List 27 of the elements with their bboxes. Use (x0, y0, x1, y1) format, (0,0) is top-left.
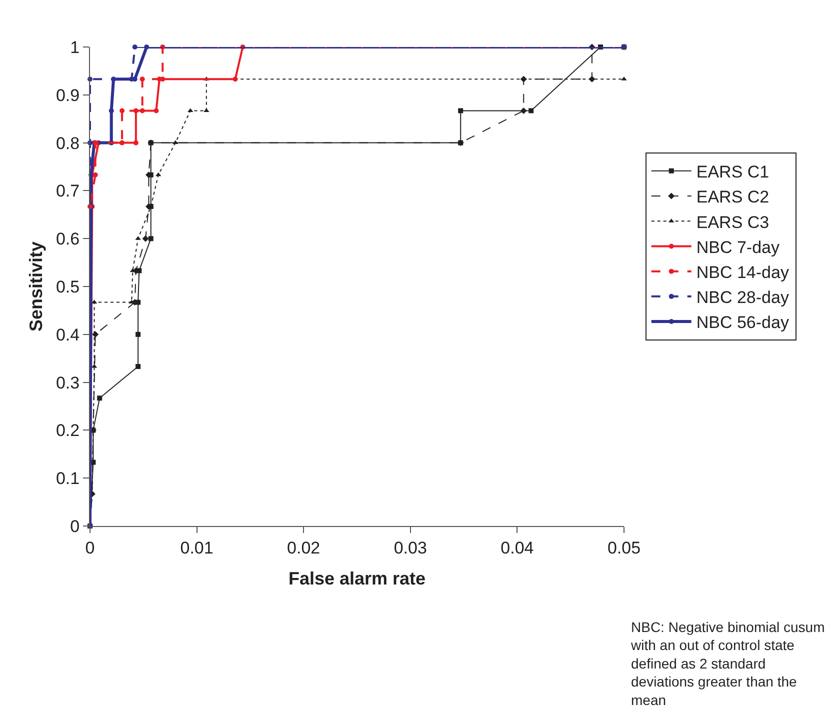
legend-label: NBC 28-day (696, 288, 790, 308)
y-tick-label: 0.7 (56, 182, 80, 201)
legend-label: NBC 14-day (696, 262, 790, 282)
legend-label: EARS C2 (696, 188, 770, 207)
legend-label: EARS C1 (696, 162, 770, 182)
y-tick-label: 0.3 (56, 373, 80, 392)
x-tick-label: 0.03 (394, 538, 427, 558)
y-tick-label: 0.8 (56, 134, 80, 153)
y-tick-label: 0.9 (56, 86, 80, 105)
legend-label: NBC 56-day (696, 313, 790, 332)
y-tick-label: 0.1 (56, 469, 80, 488)
legend-label: NBC 7-day (696, 238, 780, 257)
y-tick-label: 1 (70, 38, 80, 57)
y-tick-label: 0.4 (56, 325, 80, 344)
x-tick-label: 0.05 (607, 538, 641, 558)
y-tick-label: 0.6 (56, 230, 80, 249)
x-tick-label: 0.02 (287, 538, 320, 558)
y-tick-label: 0.2 (56, 421, 80, 440)
x-tick-label: 0.04 (500, 538, 534, 558)
x-tick-label: 0 (85, 538, 95, 558)
y-axis-title: Sensitivity (26, 241, 46, 332)
x-tick-label: 0.01 (180, 538, 214, 558)
y-tick-label: 0 (70, 516, 80, 536)
x-axis-title: False alarm rate (288, 568, 426, 588)
legend-label: EARS C3 (696, 212, 770, 232)
text: NBC: Negative binomial cusum with an out of control state defined as 2 standard deviations greater than the mean (630, 619, 825, 708)
y-tick-label: 0.5 (56, 277, 80, 296)
